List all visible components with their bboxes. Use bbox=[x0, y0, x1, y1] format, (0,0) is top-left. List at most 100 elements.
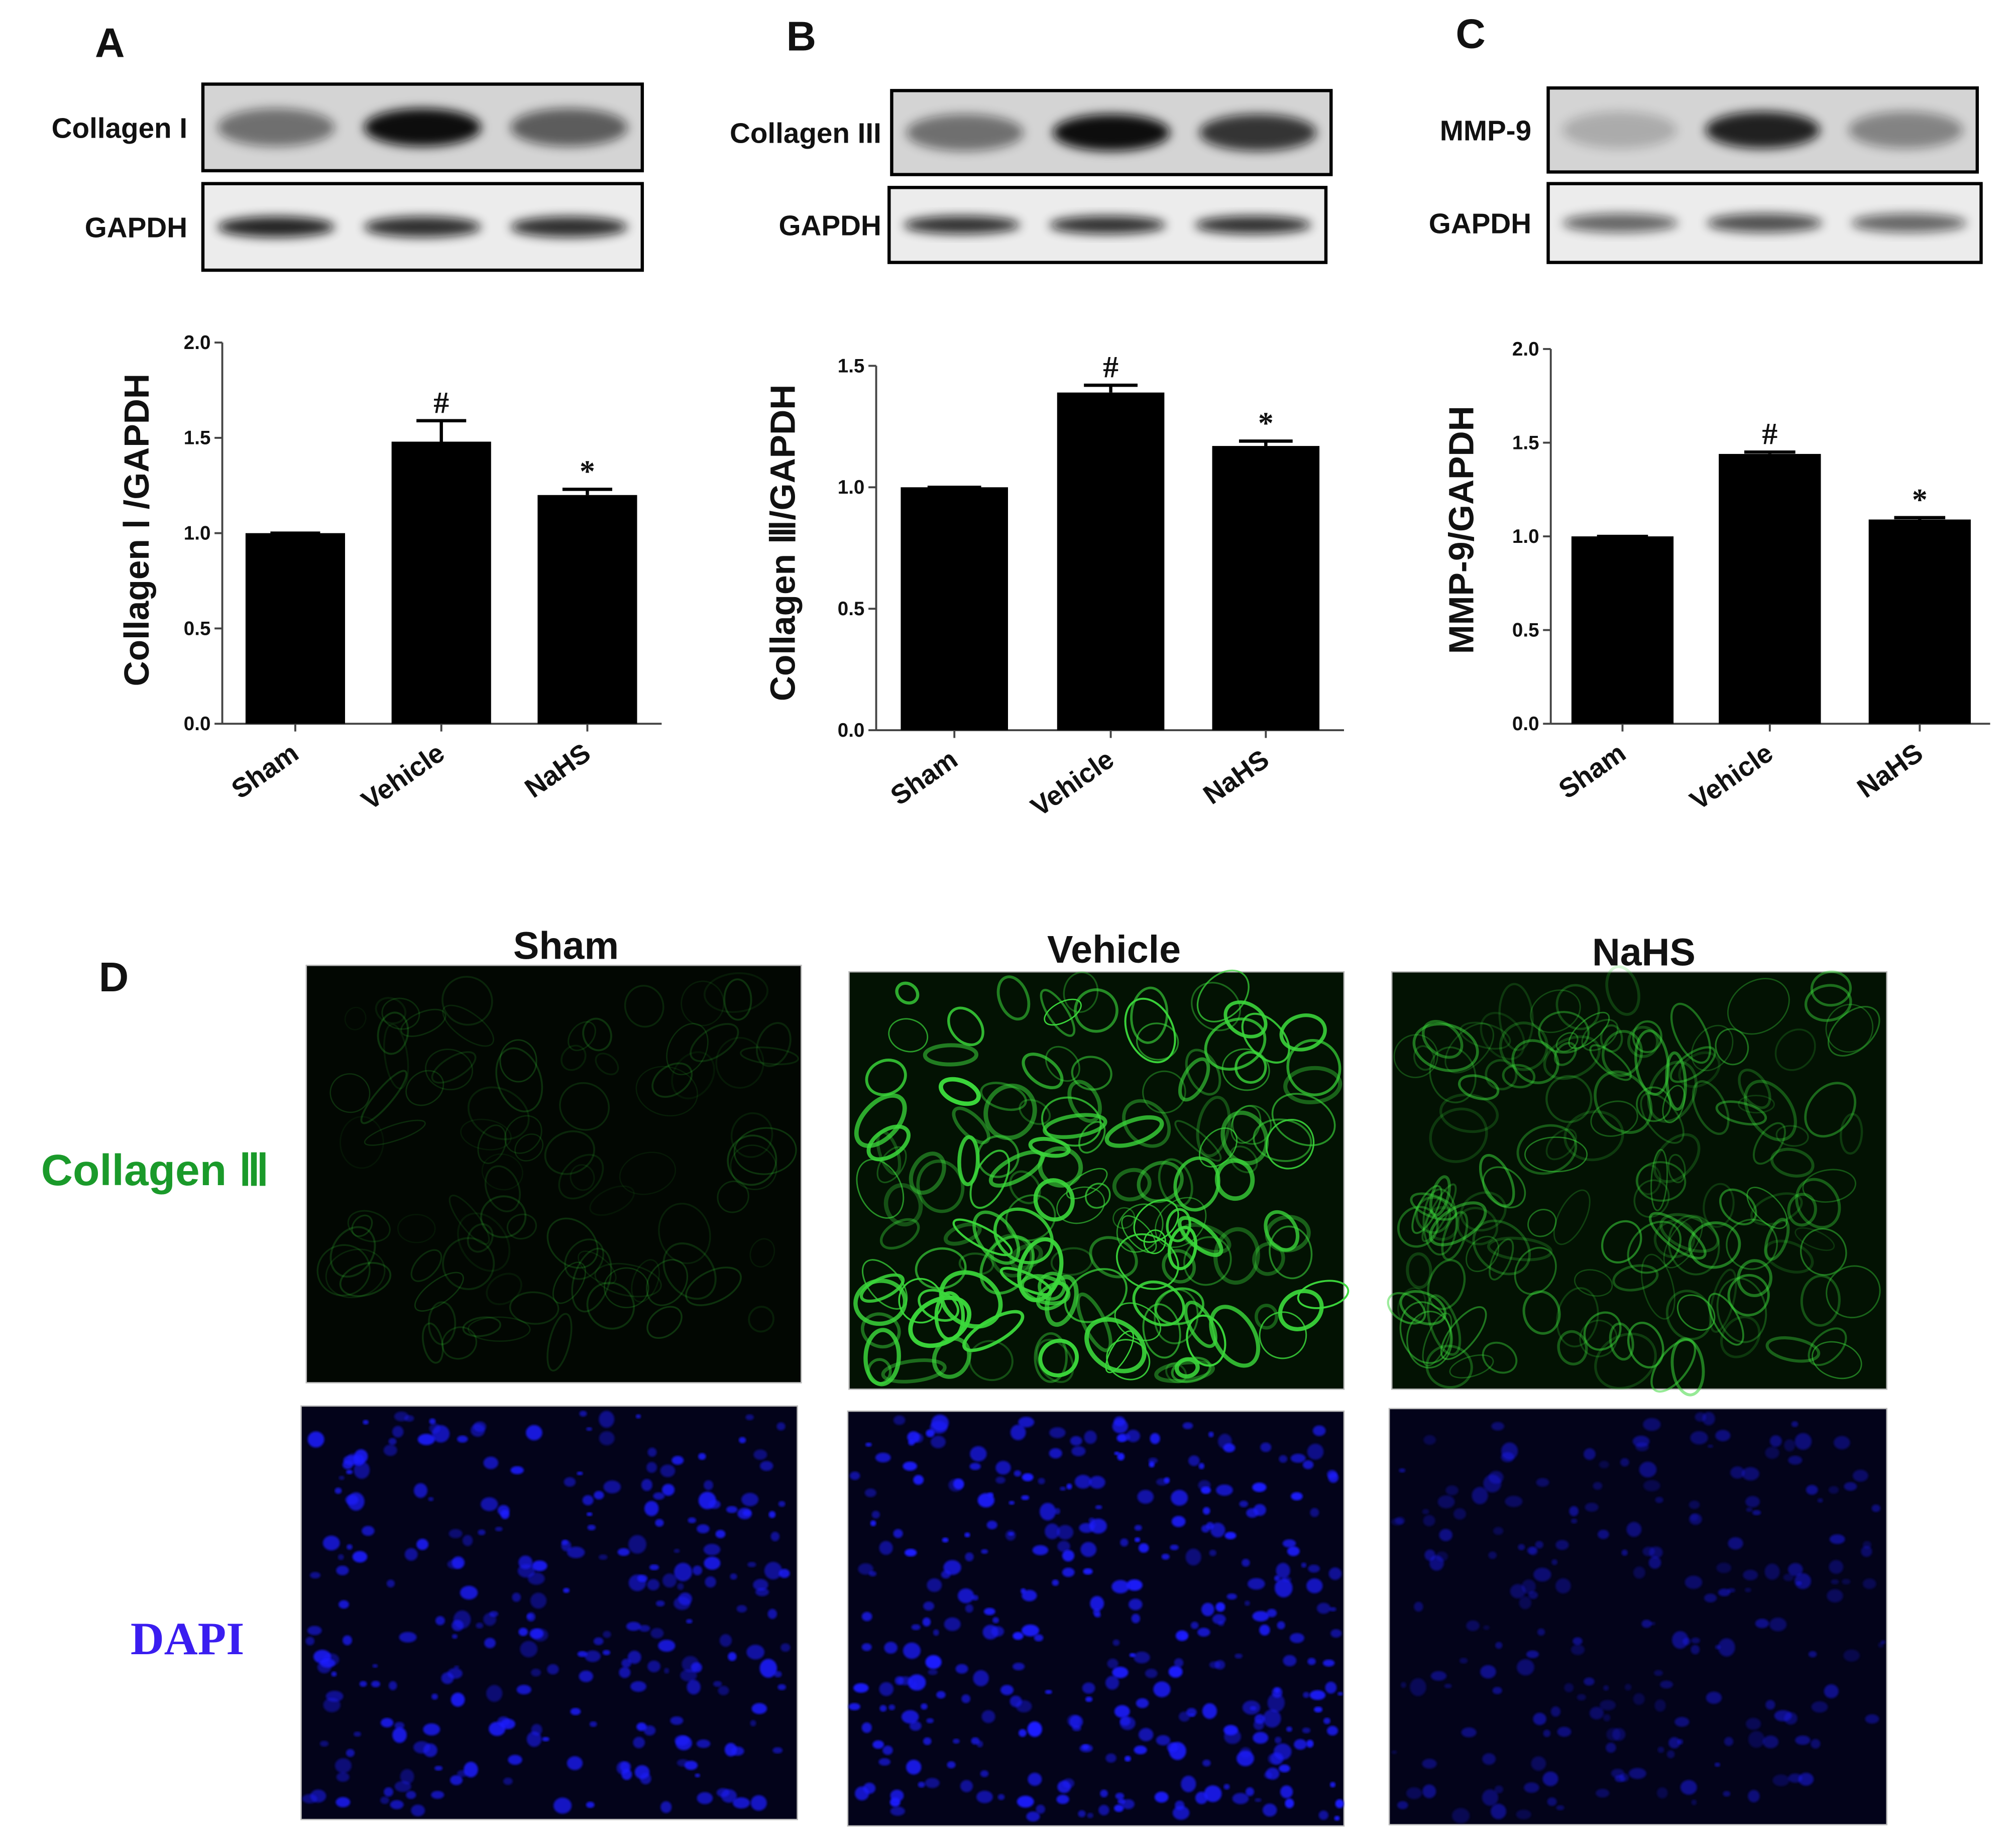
nucleus bbox=[1808, 1651, 1817, 1658]
nucleus bbox=[1175, 1800, 1185, 1810]
fiber bbox=[1498, 983, 1534, 1052]
nucleus bbox=[1748, 1731, 1765, 1748]
nucleus bbox=[1831, 1579, 1839, 1584]
error-bar bbox=[1894, 516, 1946, 520]
nucleus bbox=[680, 1669, 697, 1682]
nucleus bbox=[1290, 1453, 1306, 1463]
nucleus bbox=[1150, 1433, 1160, 1444]
fiber bbox=[414, 1272, 464, 1312]
fiber bbox=[1112, 1207, 1136, 1229]
nucleus bbox=[497, 1505, 510, 1516]
nucleus bbox=[599, 1431, 615, 1445]
fiber bbox=[1499, 1021, 1549, 1071]
y-tick-label: 2.0 bbox=[184, 332, 211, 354]
nucleus bbox=[346, 1749, 355, 1757]
nucleus bbox=[449, 1529, 463, 1538]
nucleus bbox=[861, 1643, 872, 1651]
fiber bbox=[879, 1218, 920, 1250]
nucleus bbox=[1795, 1735, 1811, 1745]
nucleus bbox=[864, 1488, 876, 1498]
bar bbox=[901, 487, 1008, 731]
nucleus bbox=[1309, 1690, 1326, 1700]
fiber bbox=[1074, 988, 1118, 1033]
nucleus bbox=[1215, 1602, 1225, 1612]
nucleus bbox=[970, 1446, 987, 1462]
nucleus bbox=[1557, 1727, 1572, 1737]
nucleus bbox=[639, 1625, 650, 1632]
nucleus bbox=[1129, 1653, 1136, 1657]
nucleus bbox=[1250, 1706, 1257, 1711]
nucleus bbox=[1488, 1551, 1497, 1559]
nucleus bbox=[1082, 1744, 1089, 1750]
nucleus bbox=[649, 1564, 659, 1570]
nucleus bbox=[1314, 1706, 1323, 1713]
fiber bbox=[1413, 1045, 1435, 1071]
fiber bbox=[1744, 1080, 1797, 1141]
nucleus bbox=[653, 1492, 665, 1500]
nucleus bbox=[1049, 1448, 1062, 1459]
nucleus bbox=[1585, 1503, 1599, 1512]
nucleus bbox=[647, 1447, 657, 1457]
fiber bbox=[1563, 1110, 1624, 1162]
nucleus bbox=[1105, 1676, 1119, 1690]
nucleus bbox=[1406, 1787, 1422, 1799]
nucleus bbox=[1794, 1573, 1812, 1589]
nucleus bbox=[1852, 1469, 1868, 1482]
fiber bbox=[1826, 1265, 1881, 1319]
nucleus bbox=[1715, 1430, 1731, 1441]
nucleus bbox=[1746, 1717, 1761, 1730]
nucleus bbox=[563, 1587, 570, 1593]
nucleus bbox=[1100, 1789, 1108, 1798]
nucleus bbox=[1282, 1539, 1296, 1548]
fiber bbox=[1804, 1082, 1857, 1138]
nucleus bbox=[696, 1739, 711, 1748]
fiber bbox=[1678, 1051, 1721, 1088]
nucleus bbox=[542, 1737, 549, 1742]
fiber bbox=[603, 1267, 649, 1309]
nucleus bbox=[1772, 1774, 1789, 1786]
nucleus bbox=[1459, 1658, 1468, 1664]
nucleus bbox=[1727, 1588, 1735, 1593]
nucleus bbox=[1171, 1516, 1186, 1527]
fiber bbox=[1449, 1354, 1494, 1378]
fiber bbox=[578, 1250, 617, 1285]
blot-band bbox=[904, 216, 1021, 234]
fiber bbox=[421, 1322, 444, 1364]
nucleus bbox=[1080, 1542, 1097, 1557]
nucleus bbox=[1519, 1596, 1532, 1610]
nucleus bbox=[359, 1681, 367, 1687]
nucleus bbox=[1008, 1532, 1014, 1536]
nucleus bbox=[906, 1760, 922, 1775]
fiber bbox=[486, 1273, 522, 1306]
fiber bbox=[1627, 1321, 1664, 1369]
nucleus bbox=[698, 1453, 706, 1460]
fiber bbox=[749, 1238, 775, 1268]
nucleus bbox=[1117, 1798, 1126, 1804]
nucleus bbox=[704, 1556, 721, 1570]
nucleus bbox=[732, 1797, 750, 1809]
nucleus bbox=[660, 1464, 676, 1477]
row-label: DAPI bbox=[131, 1613, 244, 1665]
nucleus bbox=[457, 1770, 468, 1777]
nucleus bbox=[664, 1668, 669, 1674]
nucleus bbox=[1328, 1567, 1342, 1580]
fiber bbox=[559, 1082, 610, 1131]
fiber bbox=[1034, 1332, 1068, 1383]
fiber bbox=[1279, 1013, 1327, 1052]
nucleus bbox=[1728, 1537, 1743, 1550]
nucleus bbox=[380, 1796, 389, 1804]
fiber bbox=[1581, 1019, 1619, 1052]
nucleus bbox=[1423, 1515, 1435, 1527]
fiber bbox=[1556, 1287, 1599, 1348]
fiber bbox=[442, 1004, 495, 1047]
fiber bbox=[1162, 1249, 1196, 1284]
fiber bbox=[339, 1262, 392, 1297]
nucleus bbox=[751, 1703, 767, 1714]
nucleus bbox=[489, 1611, 499, 1617]
fiber bbox=[1466, 1235, 1500, 1273]
fiber bbox=[1669, 1046, 1716, 1083]
nucleus bbox=[1399, 1468, 1406, 1473]
fiber bbox=[514, 1133, 544, 1162]
x-tick-label: Sham bbox=[885, 744, 963, 812]
nucleus bbox=[961, 1694, 971, 1703]
